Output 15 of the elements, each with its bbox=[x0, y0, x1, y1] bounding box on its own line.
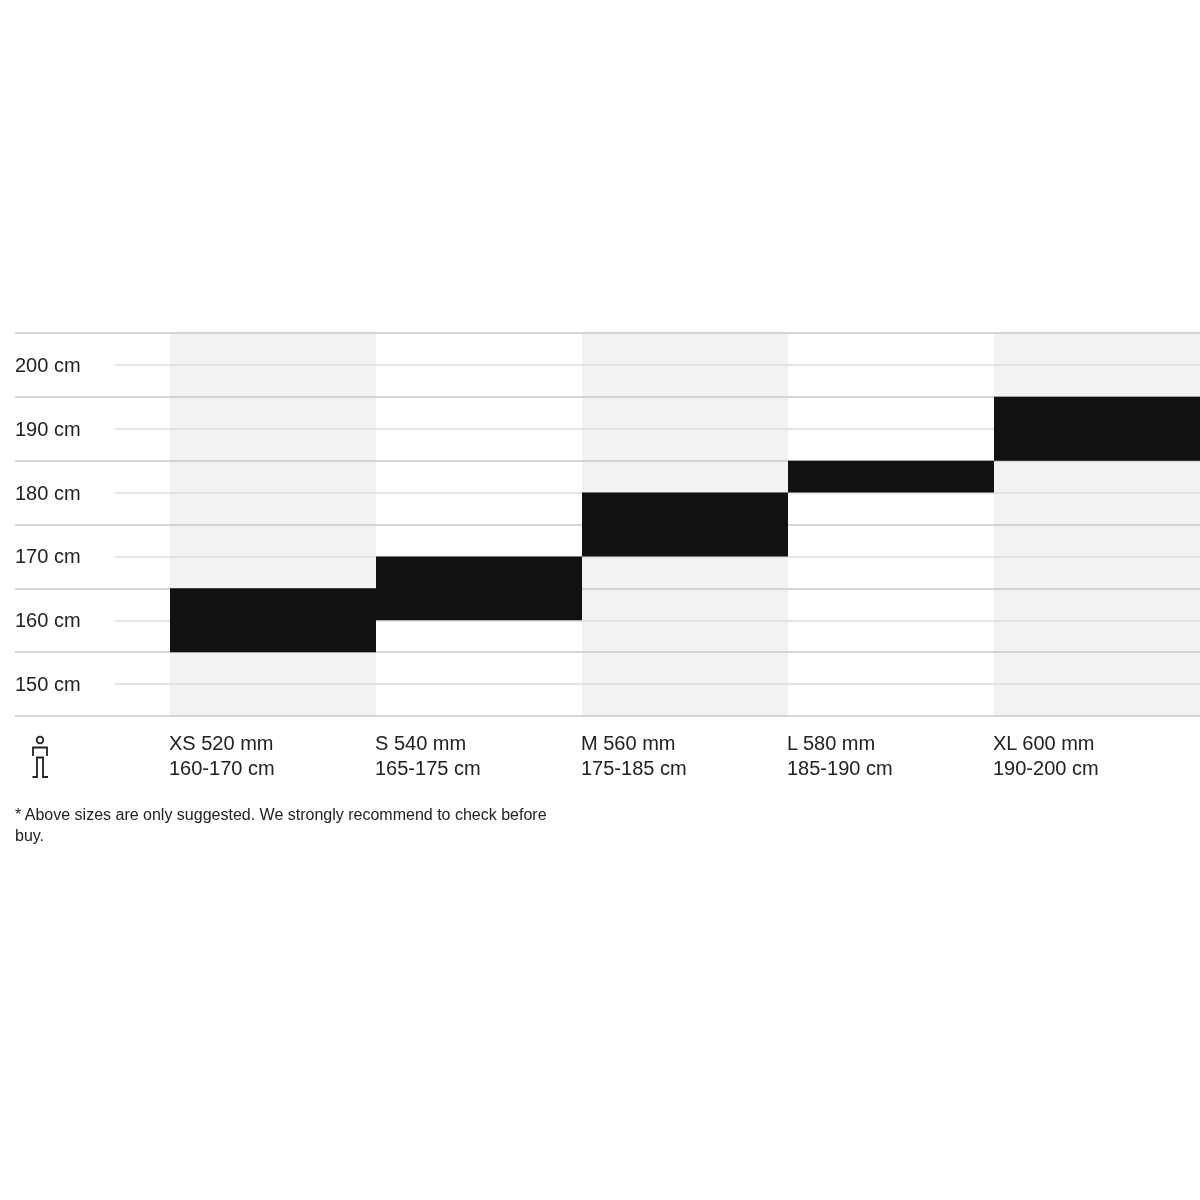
y-tick-label: 150 cm bbox=[15, 673, 81, 696]
bar bbox=[582, 492, 788, 557]
y-tick-label: 160 cm bbox=[15, 609, 81, 632]
y-tick-label: 180 cm bbox=[15, 481, 81, 504]
x-tick-label: S 540 mm 165-175 cm bbox=[375, 731, 481, 779]
x-tick-label: M 560 mm 175-185 cm bbox=[581, 731, 687, 779]
y-tick-label: 170 cm bbox=[15, 545, 81, 568]
x-tick-label: XL 600 mm 190-200 cm bbox=[993, 731, 1099, 779]
x-tick-label: XS 520 mm 160-170 cm bbox=[169, 731, 275, 779]
text: * Above sizes are only suggested. We strongly recommend to check before buy. bbox=[15, 805, 548, 846]
bar bbox=[788, 460, 994, 493]
x-tick-label: L 580 mm 185-190 cm bbox=[787, 731, 893, 779]
y-tick-label: 200 cm bbox=[15, 353, 81, 376]
y-tick-label: 190 cm bbox=[15, 417, 81, 440]
bar bbox=[994, 396, 1200, 461]
